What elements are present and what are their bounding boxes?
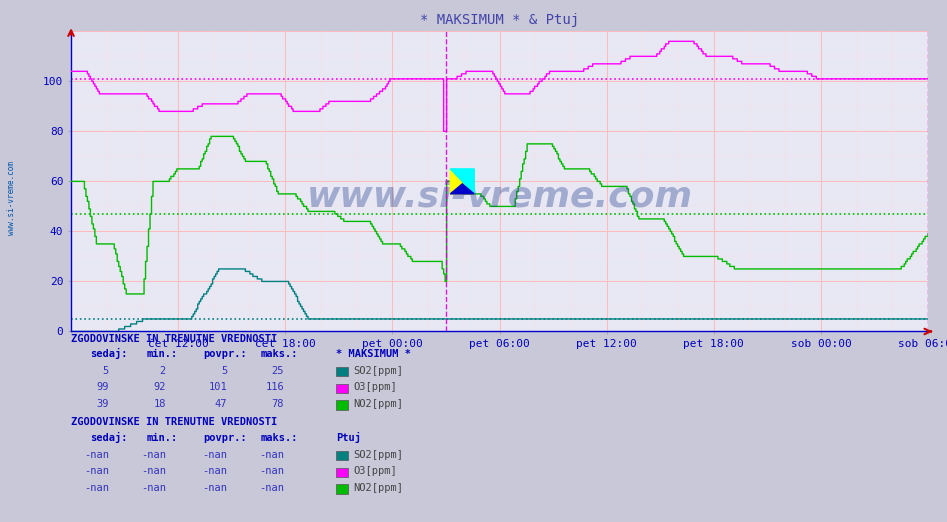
Text: povpr.:: povpr.:: [204, 433, 247, 443]
Text: -nan: -nan: [84, 450, 109, 460]
Text: O3[ppm]: O3[ppm]: [353, 467, 397, 477]
Text: 47: 47: [215, 399, 227, 409]
Text: SO2[ppm]: SO2[ppm]: [353, 450, 403, 460]
Text: min.:: min.:: [147, 349, 178, 359]
Text: maks.:: maks.:: [260, 433, 298, 443]
Text: www.si-vreme.com: www.si-vreme.com: [7, 161, 16, 235]
Text: -nan: -nan: [141, 450, 166, 460]
Text: www.si-vreme.com: www.si-vreme.com: [307, 180, 692, 213]
Text: sedaj:: sedaj:: [90, 432, 128, 443]
Text: -nan: -nan: [259, 483, 284, 493]
Title: * MAKSIMUM * & Ptuj: * MAKSIMUM * & Ptuj: [420, 14, 580, 27]
Text: -nan: -nan: [84, 467, 109, 477]
Text: ZGODOVINSKE IN TRENUTNE VREDNOSTI: ZGODOVINSKE IN TRENUTNE VREDNOSTI: [71, 334, 277, 344]
Text: 39: 39: [97, 399, 109, 409]
Text: -nan: -nan: [259, 467, 284, 477]
Text: ZGODOVINSKE IN TRENUTNE VREDNOSTI: ZGODOVINSKE IN TRENUTNE VREDNOSTI: [71, 418, 277, 428]
Text: 101: 101: [208, 383, 227, 393]
Text: 25: 25: [272, 366, 284, 376]
Text: NO2[ppm]: NO2[ppm]: [353, 399, 403, 409]
Polygon shape: [450, 169, 474, 194]
Text: povpr.:: povpr.:: [204, 349, 247, 359]
Text: 78: 78: [272, 399, 284, 409]
Text: Ptuj: Ptuj: [336, 432, 361, 443]
Text: min.:: min.:: [147, 433, 178, 443]
Text: -nan: -nan: [141, 483, 166, 493]
Text: -nan: -nan: [203, 483, 227, 493]
Text: O3[ppm]: O3[ppm]: [353, 383, 397, 393]
Text: 2: 2: [159, 366, 166, 376]
Text: 5: 5: [102, 366, 109, 376]
Text: maks.:: maks.:: [260, 349, 298, 359]
Text: 18: 18: [153, 399, 166, 409]
Text: -nan: -nan: [259, 450, 284, 460]
Polygon shape: [450, 184, 474, 194]
Text: NO2[ppm]: NO2[ppm]: [353, 483, 403, 493]
Text: -nan: -nan: [141, 467, 166, 477]
Polygon shape: [450, 169, 474, 194]
Text: -nan: -nan: [203, 450, 227, 460]
Text: * MAKSIMUM *: * MAKSIMUM *: [336, 349, 411, 359]
Text: -nan: -nan: [203, 467, 227, 477]
Text: 5: 5: [221, 366, 227, 376]
Text: 92: 92: [153, 383, 166, 393]
Text: 99: 99: [97, 383, 109, 393]
Text: sedaj:: sedaj:: [90, 348, 128, 359]
Text: SO2[ppm]: SO2[ppm]: [353, 366, 403, 376]
Text: 116: 116: [265, 383, 284, 393]
Text: -nan: -nan: [84, 483, 109, 493]
